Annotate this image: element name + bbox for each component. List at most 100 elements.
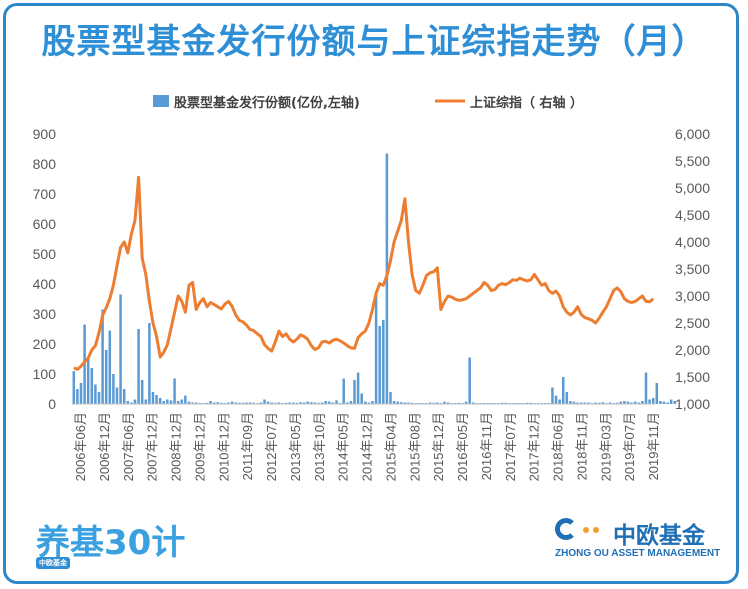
bar (155, 395, 158, 404)
bar (259, 402, 263, 404)
bar (263, 399, 266, 404)
right-axis-tick-label: 2,500 (675, 315, 710, 331)
right-axis-tick-label: 3,500 (675, 261, 710, 277)
x-axis-tick-label: 2013年05月 (288, 412, 303, 481)
right-axis: 1,000 1,500 2,000 2,500 3,000 3,500 4,000 4,500… (675, 126, 710, 412)
x-axis-tick-label: 2017年07月 (503, 412, 518, 481)
x-axis-tick-label: 2007年06月 (121, 412, 136, 481)
x-axis-tick-label: 2006年12月 (97, 412, 112, 481)
bar (122, 389, 126, 404)
bar (648, 399, 651, 404)
x-axis-tick-label: 2012年07月 (264, 412, 279, 481)
bar (360, 393, 363, 404)
bar (115, 387, 119, 404)
x-axis-tick-label: 2008年12月 (169, 412, 184, 481)
bar (137, 329, 140, 404)
bar (558, 399, 561, 404)
bar (216, 402, 220, 404)
x-axis-tick-label: 2006年06月 (73, 412, 88, 481)
brand-name-cn: 中欧基金 (613, 523, 705, 549)
bar (133, 399, 137, 404)
bar (230, 401, 234, 404)
bar (392, 401, 396, 404)
bar (623, 401, 626, 404)
bar (151, 392, 155, 404)
brand-mark-icon (555, 518, 577, 540)
bar (371, 401, 374, 404)
bar (191, 402, 194, 404)
bar (252, 402, 255, 404)
bar (83, 324, 86, 404)
left-axis-tick-label: 400 (33, 276, 57, 292)
bar (266, 401, 270, 404)
bar (324, 401, 327, 404)
bar (220, 402, 223, 404)
bar (662, 401, 666, 404)
brand-logo: 中欧基金 ZHONG OU ASSET MANAGEMENT (555, 510, 730, 565)
right-axis-tick-label: 5,500 (675, 153, 710, 169)
bar (173, 378, 176, 404)
bar (561, 377, 565, 404)
right-axis-tick-label: 1,000 (675, 396, 710, 412)
bar (601, 402, 605, 404)
bar (626, 401, 630, 404)
left-axis-tick-label: 100 (33, 366, 57, 382)
right-axis-tick-label: 5,000 (675, 180, 710, 196)
bar (101, 309, 104, 404)
bar (245, 402, 248, 404)
bar (209, 401, 212, 404)
bar (119, 294, 122, 404)
logo-yangji-text: 养基30计 (36, 523, 186, 563)
bar (378, 326, 381, 404)
bar (579, 402, 583, 404)
x-axis-tick-label: 2016年05月 (455, 412, 470, 481)
bar (615, 402, 619, 404)
bar (187, 401, 191, 404)
right-axis-tick-label: 4,000 (675, 234, 710, 250)
bar (313, 402, 317, 404)
left-axis-tick-label: 300 (33, 306, 57, 322)
index-line (73, 175, 655, 371)
bar (302, 402, 306, 404)
brand-dot-icon (593, 527, 599, 533)
bar (162, 401, 166, 404)
x-axis-tick-label: 2018年11月 (574, 412, 589, 480)
bar (234, 402, 238, 404)
bar (238, 402, 241, 404)
chart-title: 股票型基金发行份额与上证综指走势（月） (41, 22, 707, 62)
x-axis-tick-label: 2011年09月 (240, 412, 255, 480)
bar (666, 402, 669, 404)
bar (130, 402, 133, 404)
brand-name-en: ZHONG OU ASSET MANAGEMENT (555, 548, 721, 559)
bar-series (72, 153, 677, 404)
bar (396, 401, 399, 404)
bar (94, 384, 97, 404)
bar (374, 291, 378, 404)
bar (569, 401, 572, 404)
bar (331, 402, 335, 404)
bar (443, 401, 446, 404)
left-axis-tick-label: 900 (33, 126, 57, 142)
bar (436, 402, 439, 404)
x-axis-tick-label: 2014年05月 (336, 412, 351, 481)
bar (112, 374, 115, 404)
bar (180, 399, 184, 404)
bar (212, 402, 216, 404)
bar (382, 320, 385, 404)
left-axis: 0 100 200 300 400 500 600 700 800 900 (33, 126, 57, 412)
x-axis-tick-label: 2015年08月 (407, 412, 422, 481)
bar (317, 402, 320, 404)
bar (184, 395, 187, 404)
bar (108, 330, 112, 404)
bar (169, 400, 173, 404)
logo-yangji: 养基30计 中欧基金 (36, 515, 186, 569)
bar (594, 402, 597, 404)
bar (468, 357, 471, 404)
bar (428, 402, 432, 404)
bar (126, 401, 130, 404)
bar (335, 400, 338, 404)
x-axis: 2006年06月 2006年12月 2007年06月 2007年12月 2008年12月… (72, 403, 661, 481)
bar (328, 401, 331, 404)
bar (320, 402, 324, 404)
